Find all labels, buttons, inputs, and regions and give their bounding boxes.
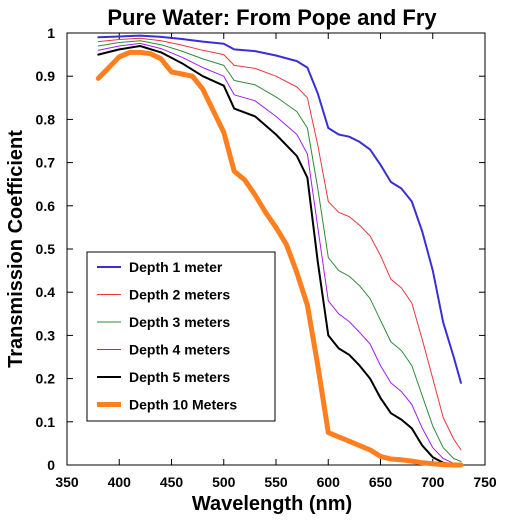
y-tick-label: 0.1 — [36, 414, 56, 430]
y-tick-label: 0.4 — [36, 284, 56, 300]
x-tick-label: 700 — [421, 474, 445, 490]
x-tick-label: 500 — [212, 474, 236, 490]
x-axis: 350 400 450 500 550 600 650 700 750 — [55, 33, 497, 490]
legend-label-3: Depth 3 meters — [129, 314, 230, 330]
x-tick-label: 350 — [55, 474, 79, 490]
y-tick-label: 0.2 — [36, 371, 56, 387]
x-axis-label: Wavelength (nm) — [192, 493, 352, 515]
series-line-3 — [97, 40, 462, 462]
x-tick-label: 400 — [108, 474, 132, 490]
series-line-2 — [97, 37, 462, 451]
legend: Depth 1 meter Depth 2 meters Depth 3 meter… — [86, 251, 276, 422]
chart-title: Pure Water: From Pope and Fry — [107, 5, 437, 30]
series-line-1 — [97, 34, 462, 384]
y-tick-label: 0.7 — [36, 155, 56, 171]
legend-label-5: Depth 5 meters — [129, 369, 230, 385]
series-line-5 — [97, 45, 462, 466]
y-tick-label: 0.9 — [36, 68, 56, 84]
x-tick-label: 650 — [369, 474, 393, 490]
series-group — [95, 34, 464, 468]
y-tick-label: 1 — [47, 25, 55, 41]
legend-label-1: Depth 1 meter — [129, 259, 223, 275]
series-line-4 — [97, 42, 462, 465]
legend-box — [86, 251, 276, 422]
y-axis: 0 0.1 0.2 0.3 0.4 0.5 0.6 0.7 0.8 0.9 1 — [36, 25, 485, 473]
x-tick-label: 450 — [160, 474, 184, 490]
y-axis-label: Transmission Coefficient — [5, 130, 27, 368]
y-tick-label: 0.8 — [36, 111, 56, 127]
y-tick-label: 0.3 — [36, 327, 56, 343]
y-tick-label: 0.6 — [36, 198, 56, 214]
x-tick-label: 600 — [317, 474, 341, 490]
y-tick-label: 0 — [47, 457, 55, 473]
y-tick-label: 0.5 — [36, 241, 56, 257]
x-tick-label: 750 — [473, 474, 497, 490]
legend-label-4: Depth 4 meters — [129, 342, 230, 358]
legend-label-6: Depth 10 Meters — [129, 397, 237, 413]
series-line-6 — [95, 49, 464, 468]
legend-label-2: Depth 2 meters — [129, 287, 230, 303]
x-tick-label: 550 — [264, 474, 288, 490]
